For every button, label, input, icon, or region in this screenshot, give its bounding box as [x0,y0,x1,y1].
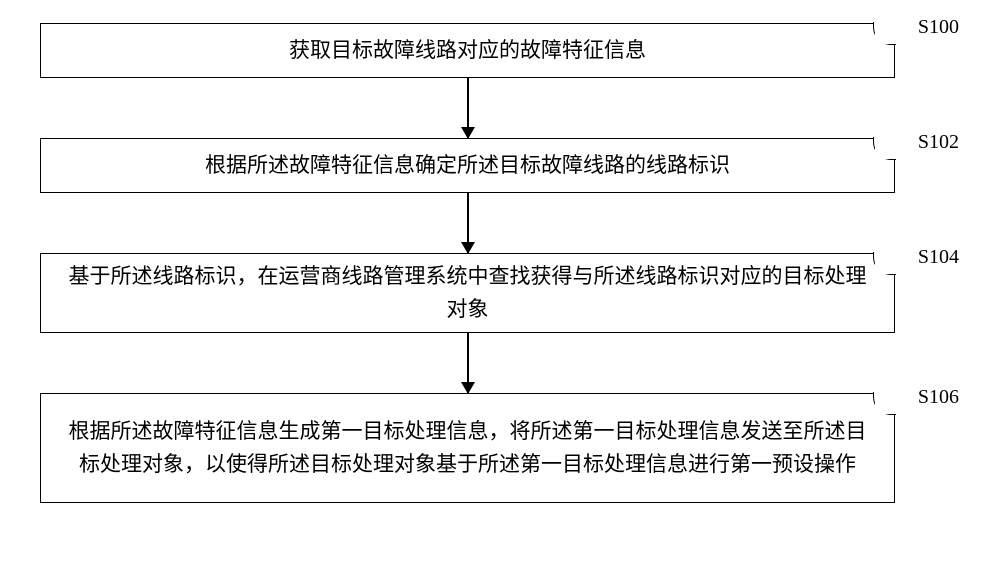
step-label: S102 [918,131,959,154]
step-box-s102: 根据所述故障特征信息确定所述目标故障线路的线路标识 S102 [40,138,895,193]
arrow-connector [40,333,895,393]
down-arrow [467,193,469,253]
corner-notch [874,137,896,159]
step-label: S100 [918,16,959,39]
step-box-s106: 根据所述故障特征信息生成第一目标处理信息，将所述第一目标处理信息发送至所述目标处… [40,393,895,503]
step-box-s104: 基于所述线路标识，在运营商线路管理系统中查找获得与所述线路标识对应的目标处理对象… [40,253,895,333]
step-text: 根据所述故障特征信息确定所述目标故障线路的线路标识 [205,149,730,182]
step-box-s100: 获取目标故障线路对应的故障特征信息 S100 [40,23,895,78]
corner-notch [874,22,896,44]
step-text: 基于所述线路标识，在运营商线路管理系统中查找获得与所述线路标识对应的目标处理对象 [65,260,870,325]
step-label: S106 [918,386,959,409]
flowchart-container: 获取目标故障线路对应的故障特征信息 S100 根据所述故障特征信息确定所述目标故… [40,23,960,503]
corner-notch [874,392,896,414]
step-text: 获取目标故障线路对应的故障特征信息 [289,34,646,67]
arrow-connector [40,78,895,138]
step-text: 根据所述故障特征信息生成第一目标处理信息，将所述第一目标处理信息发送至所述目标处… [65,415,870,480]
down-arrow [467,333,469,393]
arrow-connector [40,193,895,253]
corner-notch [874,252,896,274]
step-label: S104 [918,246,959,269]
down-arrow [467,78,469,138]
